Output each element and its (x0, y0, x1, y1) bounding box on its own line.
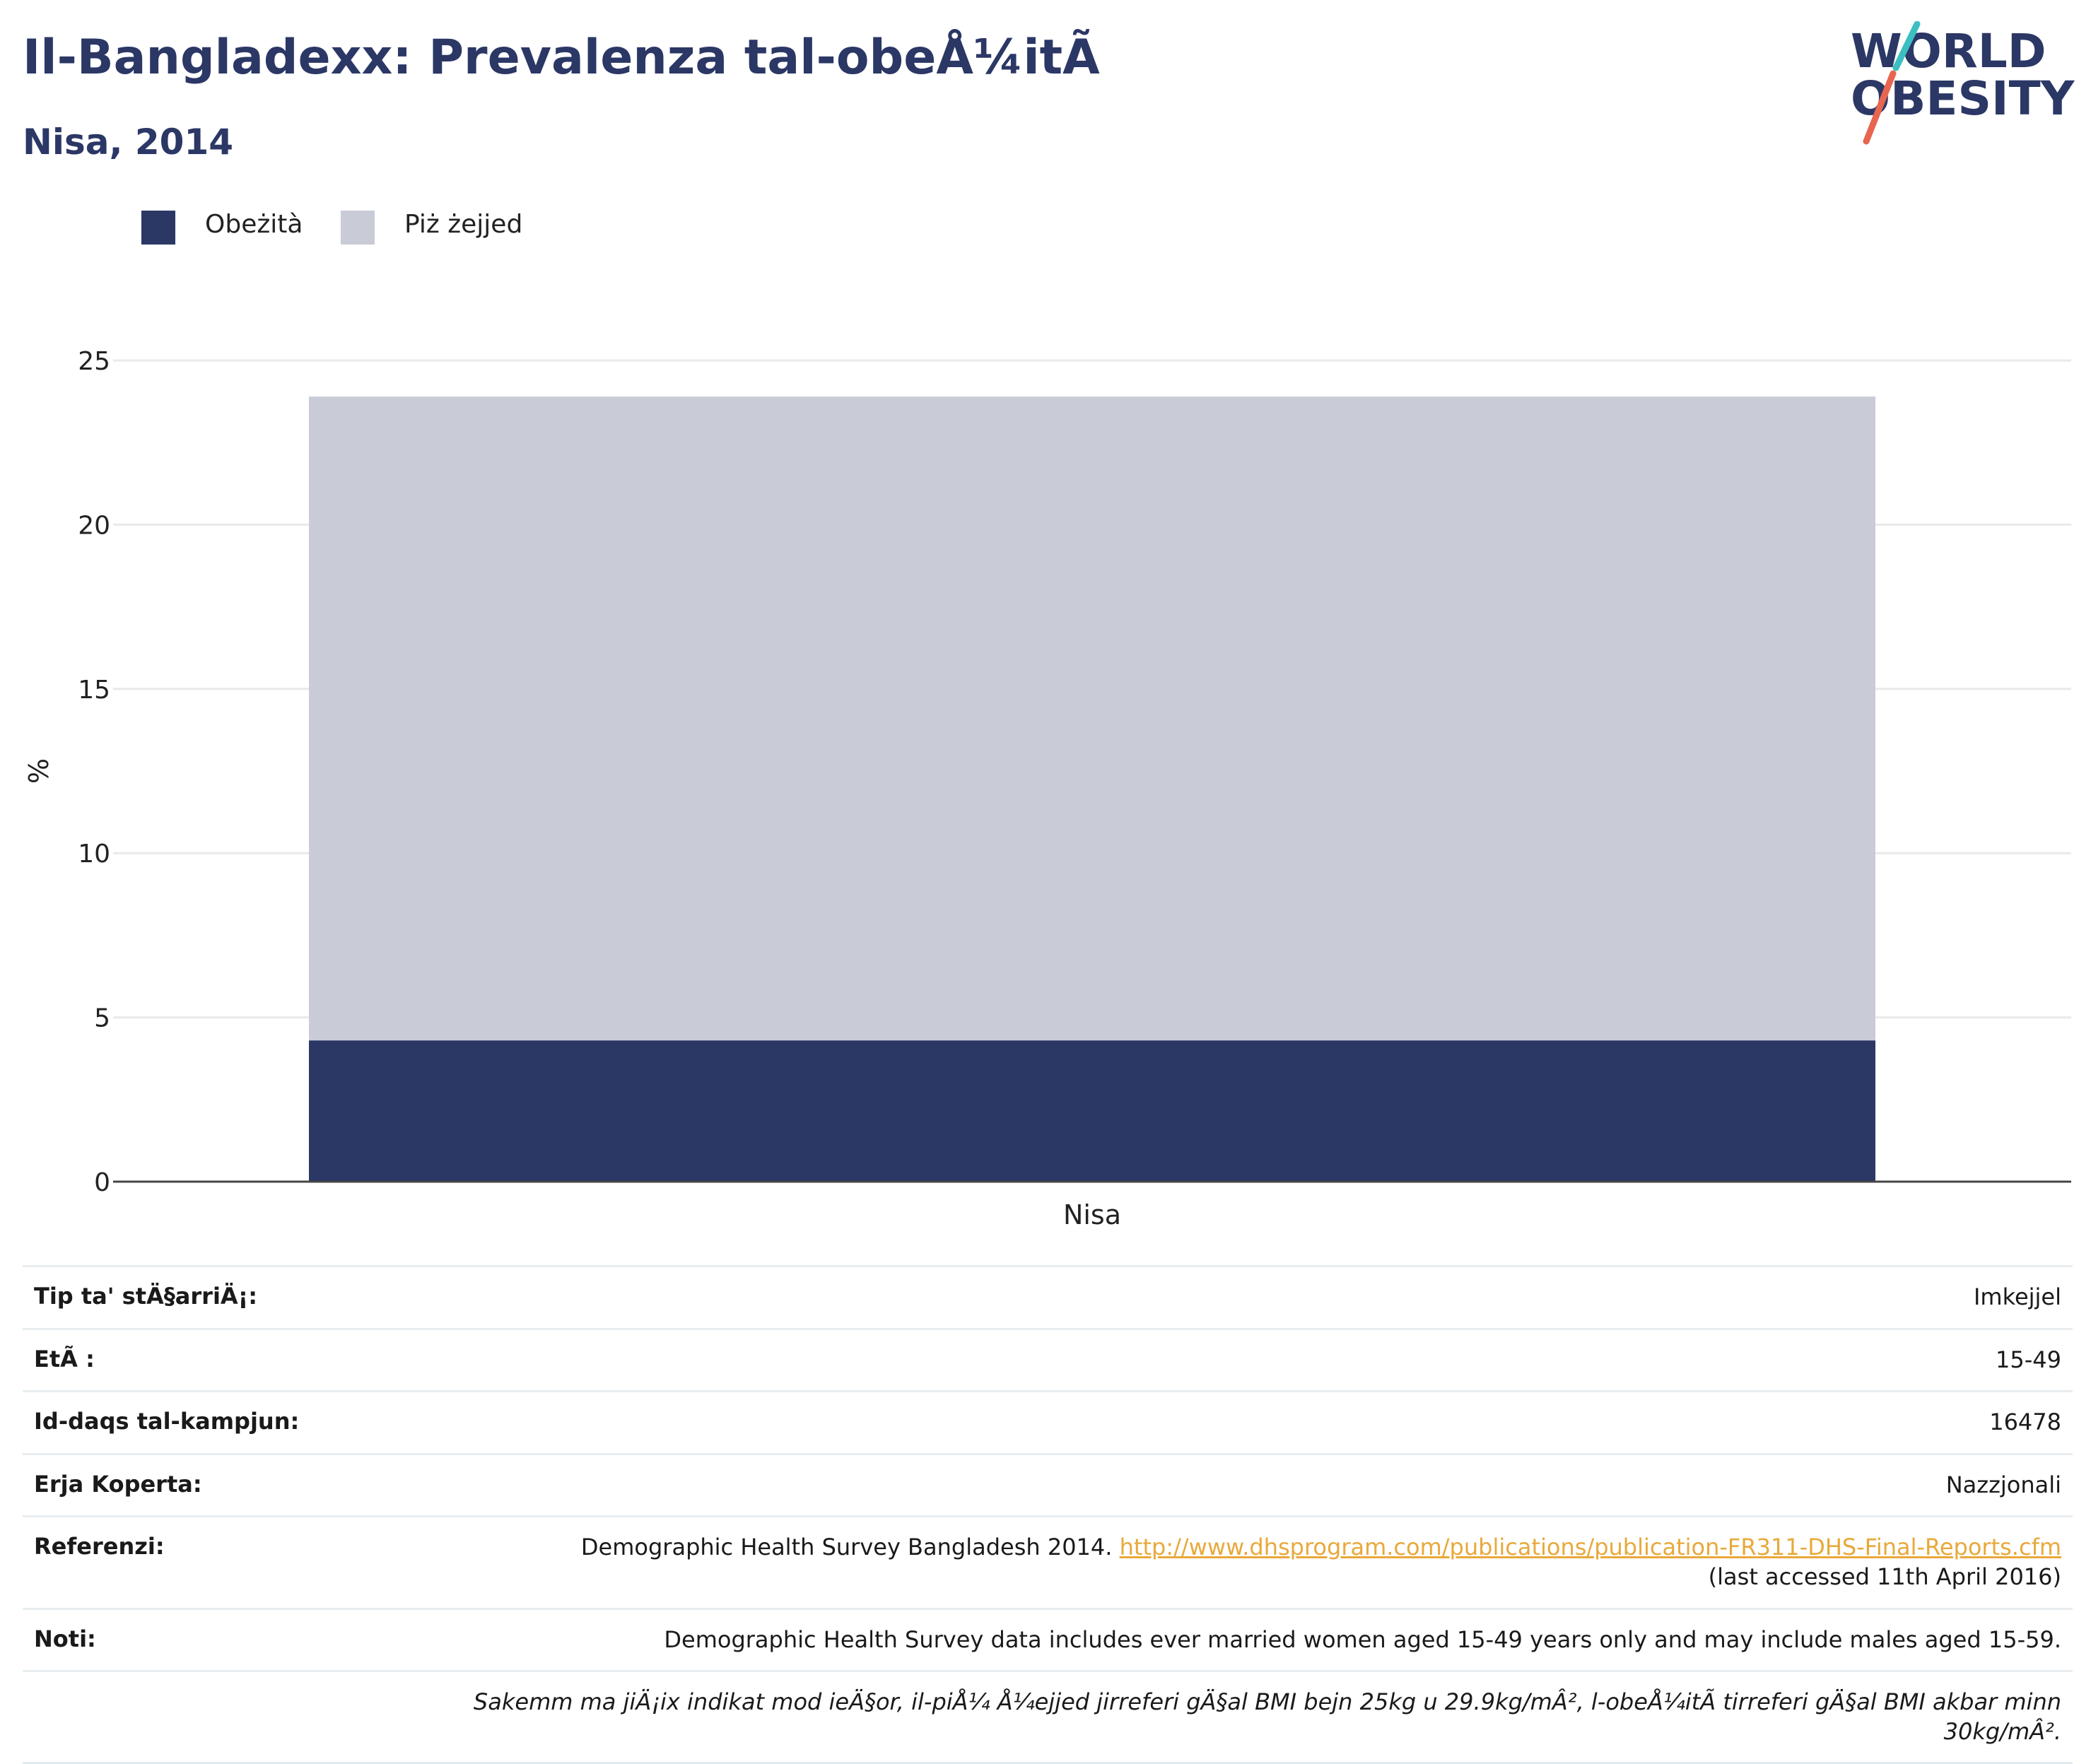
table-row-notes: Noti: Demographic Health Survey data inc… (23, 1607, 2073, 1671)
y-tick-label: 25 (78, 347, 110, 376)
age-label: EtÃ : (23, 1327, 399, 1392)
bar-obesity (309, 1040, 1875, 1182)
sample-size-label: Id-daqs tal-kampjun: (23, 1390, 399, 1454)
y-tick-label: 10 (78, 840, 110, 869)
references-value: Demographic Health Survey Bangladesh 201… (399, 1515, 2073, 1609)
notes-label: Noti: (23, 1607, 399, 1671)
legend-swatch-obesity (141, 211, 175, 245)
y-tick-label: 5 (94, 1004, 110, 1033)
table-row-references: Referenzi: Demographic Health Survey Ban… (23, 1515, 2073, 1609)
logo-slash-teal (1892, 21, 1921, 71)
table-row-age: EtÃ : 15-49 (23, 1327, 2073, 1392)
legend-label-overweight: Piż żejjed (404, 210, 523, 239)
legend-swatch-overweight (341, 211, 375, 245)
survey-type-value: Imkejjel (399, 1265, 2073, 1329)
y-tick-label: 0 (94, 1168, 110, 1197)
page-subtitle: Nisa, 2014 (23, 122, 234, 163)
y-tick-label: 20 (78, 511, 110, 540)
bar-chart: 0 5 10 15 20 25% Nisa (23, 347, 2071, 1230)
references-label: Referenzi: (23, 1515, 399, 1609)
reference-link[interactable]: http://www.dhsprogram.com/publications/p… (1119, 1534, 2061, 1561)
table-row-area: Erja Koperta: Nazzjonali (23, 1452, 2073, 1517)
survey-type-label: Tip ta' stÄ§arriÄ¡: (23, 1265, 399, 1329)
area-label: Erja Koperta: (23, 1452, 399, 1517)
reference-text: Demographic Health Survey Bangladesh 201… (580, 1534, 1113, 1561)
legend-label-obesity: Obeżità (205, 210, 303, 239)
x-tick-label: Nisa (1063, 1199, 1121, 1230)
reference-accessed: (last accessed 11th April 2016) (1708, 1563, 2061, 1590)
age-value: 15-49 (399, 1327, 2073, 1392)
area-value: Nazzjonali (399, 1452, 2073, 1517)
notes-value: Demographic Health Survey data includes … (399, 1607, 2073, 1671)
table-row-sample-size: Id-daqs tal-kampjun: 16478 (23, 1390, 2073, 1454)
world-obesity-logo: WORLD OBESITY (1851, 21, 2075, 145)
bar-overweight (309, 396, 1875, 1041)
survey-info-table: Tip ta' stÄ§arriÄ¡: Imkejjel EtÃ : 15-49… (23, 1265, 2073, 1764)
logo-slash-coral (1863, 70, 1897, 145)
legend-item-overweight[interactable]: Piż żejjed (341, 208, 553, 245)
y-tick-label: 15 (78, 676, 110, 705)
legend-item-obesity[interactable]: Obeżità (141, 208, 325, 245)
page-title: Il-Bangladexx: Prevalenza tal-obeÅ¼itÃ (23, 30, 1100, 86)
sample-size-value: 16478 (399, 1390, 2073, 1454)
logo-text-world: WORLD (1851, 24, 2046, 78)
y-axis-label: % (23, 758, 54, 784)
table-row-survey-type: Tip ta' stÄ§arriÄ¡: Imkejjel (23, 1265, 2073, 1329)
definition-note: Sakemm ma jiÄ¡ix indikat mod ieÄ§or, il-… (399, 1670, 2073, 1764)
table-row-definition: Sakemm ma jiÄ¡ix indikat mod ieÄ§or, il-… (23, 1670, 2073, 1764)
